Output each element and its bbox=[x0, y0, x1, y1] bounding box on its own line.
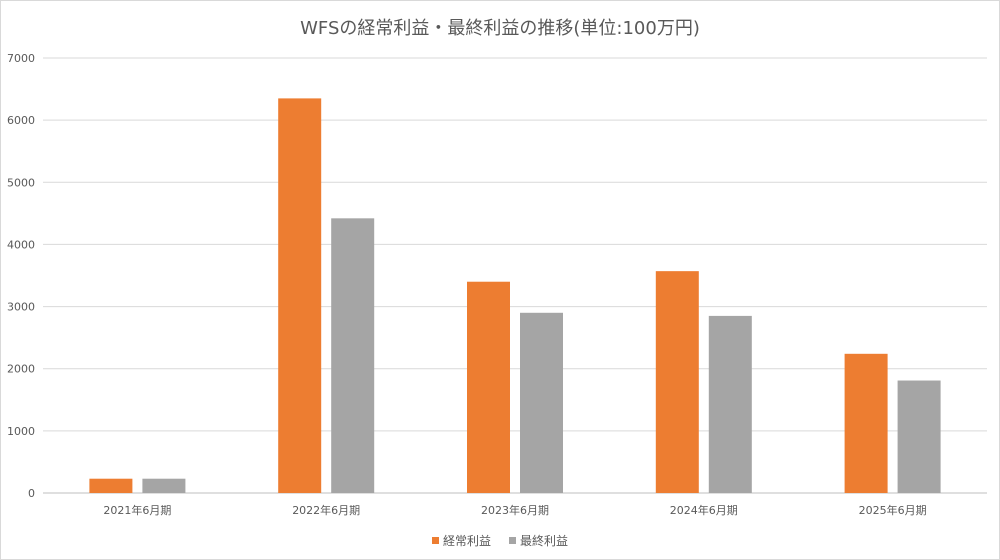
legend-item-series-2: 最終利益 bbox=[509, 532, 568, 549]
y-tick-label: 0 bbox=[28, 487, 35, 500]
y-tick-label: 5000 bbox=[7, 176, 35, 189]
x-tick-label: 2024年6月期 bbox=[670, 503, 738, 517]
bar-1 bbox=[278, 98, 322, 494]
legend-label-series-1: 経常利益 bbox=[442, 534, 491, 548]
legend-label-series-2: 最終利益 bbox=[520, 534, 569, 548]
y-tick-label: 3000 bbox=[7, 301, 35, 314]
bar-2 bbox=[708, 315, 752, 493]
bar-1 bbox=[655, 271, 699, 493]
chart-title: WFSの経常利益・最終利益の推移(単位:100万円) bbox=[300, 18, 700, 39]
bar-1 bbox=[89, 478, 133, 493]
x-tick-label: 2022年6月期 bbox=[292, 503, 360, 517]
y-tick-label: 4000 bbox=[7, 238, 35, 251]
bar-2 bbox=[142, 478, 186, 493]
legend-item-series-1: 経常利益 bbox=[431, 532, 491, 549]
bar-1 bbox=[844, 353, 888, 493]
bar-2 bbox=[331, 218, 375, 494]
y-tick-label: 7000 bbox=[7, 52, 35, 65]
x-tick-label: 2025年6月期 bbox=[859, 503, 927, 517]
bar-1 bbox=[467, 281, 510, 493]
y-tick-label: 1000 bbox=[7, 425, 35, 438]
bar-2 bbox=[520, 312, 563, 493]
bar-2 bbox=[897, 380, 941, 493]
legend-swatch-series-1 bbox=[431, 537, 439, 544]
y-tick-label: 6000 bbox=[7, 114, 35, 127]
x-tick-label: 2021年6月期 bbox=[103, 503, 171, 517]
legend: 経常利益 最終利益 bbox=[0, 532, 1000, 549]
x-tick-label: 2023年6月期 bbox=[481, 503, 549, 517]
y-tick-label: 2000 bbox=[7, 363, 35, 376]
legend-swatch-series-2 bbox=[509, 537, 516, 544]
